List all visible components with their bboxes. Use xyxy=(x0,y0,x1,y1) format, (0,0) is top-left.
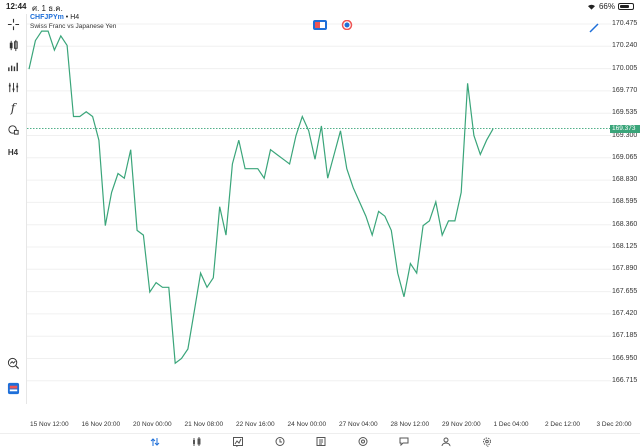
status-time: 12:44 xyxy=(6,2,27,11)
price-axis-label: 168.125 xyxy=(612,243,638,250)
time-axis-label: 21 Nov 08:00 xyxy=(184,421,224,428)
function-icon[interactable]: f xyxy=(10,101,16,115)
settings-icon xyxy=(483,437,491,446)
battery-icon xyxy=(618,3,634,10)
time-axis-label: 3 Dec 20:00 xyxy=(596,421,632,428)
price-axis-label: 169.300 xyxy=(612,131,638,139)
market-watch-icon[interactable] xyxy=(340,20,354,30)
price-series-line xyxy=(28,30,494,365)
price-axis-label: 170.240 xyxy=(612,42,638,50)
symbol-name: CHFJPYm xyxy=(30,14,64,21)
nav-item-settings[interactable]: การตั้งค่า xyxy=(472,437,502,447)
timeframe-button[interactable]: H4 xyxy=(7,147,19,157)
time-axis-label: 22 Nov 16:00 xyxy=(236,421,275,428)
symbol-timeframe: H4 xyxy=(70,14,80,21)
time-axis-label: 16 Nov 20:00 xyxy=(81,421,121,428)
draw-pencil-icon[interactable] xyxy=(588,22,600,34)
price-axis-label: 169.065 xyxy=(612,153,638,161)
symbol-description: Swiss Franc vs Japanese Yen xyxy=(30,23,117,30)
time-axis-label: 27 Nov 04:00 xyxy=(339,421,378,428)
nav-item-trade[interactable]: การซื้อขาย xyxy=(223,437,253,447)
bottom-navigation: ราคา กราฟ การซื้อขาย ประวัติ ข่าว กล่องจดหมาย… xyxy=(0,433,640,447)
trade-panel-icon[interactable] xyxy=(313,20,327,30)
nav-item-history[interactable]: ประวัติ xyxy=(265,437,295,447)
nav-item-chat[interactable]: แชท xyxy=(389,437,419,447)
indicators-icon[interactable] xyxy=(6,80,20,94)
crosshair-icon[interactable] xyxy=(6,17,20,31)
objects-icon[interactable] xyxy=(6,122,20,136)
time-axis: 15 Nov 12:00 16 Nov 20:00 20 Nov 00:00 21 N… xyxy=(26,421,632,431)
account-icon xyxy=(441,437,450,446)
price-axis-label: 169.770 xyxy=(612,86,638,94)
chat-icon xyxy=(399,437,409,446)
wifi-icon xyxy=(587,4,595,10)
status-right: 66% xyxy=(587,2,634,11)
news-icon xyxy=(316,437,326,446)
price-axis-label: 167.655 xyxy=(612,287,638,295)
mail-icon xyxy=(358,437,367,446)
price-axis-label: 166.950 xyxy=(612,354,638,362)
price-axis-label: 166.715 xyxy=(612,376,638,384)
nav-item-chart[interactable]: กราฟ xyxy=(182,437,212,447)
nav-item-mail[interactable]: กล่องจดหมาย xyxy=(348,437,378,447)
history-icon xyxy=(275,437,284,446)
price-axis-label: 168.360 xyxy=(612,220,638,228)
price-axis-label: 170.005 xyxy=(612,64,638,72)
candlestick-icon[interactable] xyxy=(6,38,20,52)
zoom-icon[interactable] xyxy=(6,356,20,370)
nav-item-news[interactable]: ข่าว xyxy=(306,437,336,447)
one-click-trading-icon[interactable] xyxy=(6,381,20,395)
price-axis: 170.475 170.240 170.005 169.770 169.535 169.3… xyxy=(610,14,640,404)
quotes-icon xyxy=(150,438,160,446)
volume-icon[interactable] xyxy=(6,59,20,73)
nav-item-quotes[interactable]: ราคา xyxy=(140,437,170,447)
price-axis-label: 168.830 xyxy=(612,176,638,184)
battery-percent: 66% xyxy=(598,2,615,11)
time-axis-label: 24 Nov 00:00 xyxy=(287,421,327,428)
time-axis-label: 29 Nov 20:00 xyxy=(442,421,481,428)
chart-area[interactable] xyxy=(26,14,611,404)
price-axis-label: 167.420 xyxy=(612,309,638,317)
time-axis-label: 2 Dec 12:00 xyxy=(545,421,581,428)
current-price-label: 169.373 xyxy=(610,124,640,133)
battery-fill xyxy=(620,5,629,8)
price-axis-label: 167.185 xyxy=(612,332,638,340)
left-toolbar: f H4 xyxy=(0,14,26,404)
status-bar: 12:44 ศ. 1 ธ.ค. 66% xyxy=(0,0,640,14)
time-axis-label: 20 Nov 00:00 xyxy=(133,421,172,428)
symbol-separator: • xyxy=(65,14,69,21)
time-axis-label: 28 Nov 12:00 xyxy=(390,421,430,428)
symbol-header: CHFJPYm • H4 xyxy=(30,14,79,21)
price-axis-label: 168.595 xyxy=(612,198,638,206)
trade-icon xyxy=(233,437,243,446)
time-axis-label: 1 Dec 04:00 xyxy=(493,421,529,428)
nav-item-account[interactable]: บัญชี xyxy=(431,437,461,447)
chart-icon xyxy=(192,437,200,446)
price-axis-label: 170.475 xyxy=(612,20,638,27)
price-axis-label: 169.535 xyxy=(612,109,638,117)
status-date: ศ. 1 ธ.ค. xyxy=(32,4,63,13)
price-chart[interactable] xyxy=(27,14,611,404)
price-axis-label: 167.890 xyxy=(612,265,638,273)
time-axis-label: 15 Nov 12:00 xyxy=(30,421,69,428)
